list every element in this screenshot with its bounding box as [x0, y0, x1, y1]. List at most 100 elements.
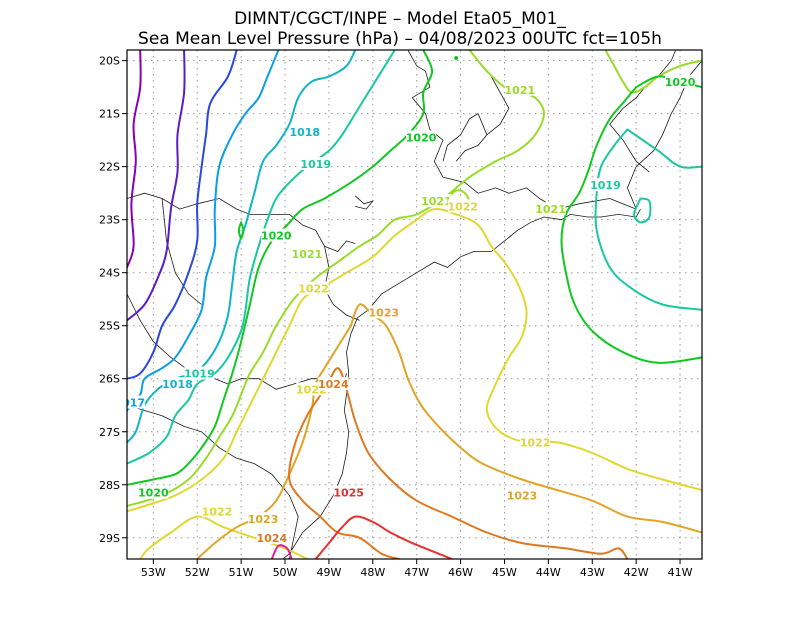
isobar-1021: [127, 50, 545, 507]
isobar-1017: [127, 50, 280, 412]
coastline-or-border: [161, 198, 202, 305]
lon-tick-label: 43W: [580, 566, 605, 579]
isobar-1019: [594, 128, 702, 311]
lon-tick-label: 53W: [141, 566, 166, 579]
longitude-axis: 53W 52W 51W 50W 49W 48W 47W 46W 45W 44W 43W 42W 41W: [141, 559, 693, 579]
lat-tick-label: 25S: [99, 320, 120, 333]
lon-tick-label: 45W: [492, 566, 517, 579]
isobar-label-bg: [291, 247, 322, 261]
lon-tick-label: 41W: [668, 566, 693, 579]
lat-tick-label: 20S: [99, 55, 120, 68]
isobar-label: 1024: [318, 378, 349, 391]
latitude-axis: 20S 21S 22S 23S 24S 25S 26S 27S 28S 29S: [99, 55, 127, 545]
isobar-1019: [626, 128, 702, 169]
isobar-label: 1021: [505, 84, 536, 97]
isobar-label: 1021: [421, 195, 452, 208]
coastline-or-border: [324, 240, 356, 252]
lon-tick-label: 51W: [229, 566, 254, 579]
lon-tick-label: 44W: [536, 566, 561, 579]
isobar-label-bg: [590, 178, 621, 192]
isobar-1020: [560, 86, 702, 364]
isobar-label-bg: [184, 366, 215, 380]
isobar-1022: [415, 207, 702, 492]
isobar-label: 1019: [590, 179, 621, 192]
coastline-or-border: [609, 108, 650, 173]
lat-tick-label: 27S: [99, 426, 120, 439]
coastline-or-border: [442, 113, 488, 162]
isobar-label: 1023: [368, 306, 399, 319]
isobar-label-bg: [289, 125, 320, 139]
isobar-1019: [127, 50, 396, 465]
isobar-label-bg: [298, 281, 329, 295]
lat-tick-label: 29S: [99, 532, 120, 545]
lon-tick-label: 42W: [624, 566, 649, 579]
isobar-label-bg: [447, 199, 478, 213]
isobar-1025: [314, 515, 453, 559]
isobar-label: 1022: [202, 505, 233, 518]
lon-tick-label: 52W: [185, 566, 210, 579]
isobar-1023: [349, 303, 702, 534]
isobar-label: 1023: [248, 513, 279, 526]
coastline-or-border: [282, 317, 358, 559]
lon-tick-label: 48W: [360, 566, 385, 579]
isobar-label-bg: [162, 377, 193, 391]
lat-tick-label: 23S: [99, 214, 120, 227]
isobar-label: 1021: [292, 248, 323, 261]
isobar-label: 1024: [257, 532, 288, 545]
isobar-label: 017: [122, 397, 145, 410]
isobar-1020: [237, 221, 245, 240]
isobar-label-bg: [127, 395, 146, 409]
isobar-1019: [633, 197, 652, 224]
map-marker: [454, 55, 459, 60]
isobar-1021: [604, 50, 702, 94]
isobar-label-bg: [665, 74, 696, 88]
isobar-1026: [270, 544, 293, 559]
coastline-or-border: [486, 76, 510, 136]
isobar-label: 1021: [535, 203, 566, 216]
isobar-label-bg: [248, 512, 279, 526]
isobar-label: 1018: [162, 378, 193, 391]
isobar-label: 1022: [298, 283, 329, 296]
lat-tick-label: 28S: [99, 479, 120, 492]
isobar-1015: [127, 50, 186, 322]
isobar-label-bg: [368, 305, 399, 319]
title-line-2: Sea Mean Level Pressure (hPa) – 04/08/20…: [138, 29, 662, 49]
isobar-label: 1023: [507, 489, 538, 502]
isobar-label-bg: [421, 194, 452, 208]
isobar-1016: [127, 50, 238, 380]
lon-tick-label: 49W: [316, 566, 341, 579]
lat-tick-label: 24S: [99, 267, 120, 280]
isobar-1014: [127, 50, 142, 269]
lat-tick-label: 26S: [99, 373, 120, 386]
lon-tick-label: 47W: [404, 566, 429, 579]
isobar-label-bg: [507, 488, 538, 502]
isobar-label: 1022: [520, 436, 551, 449]
lat-tick-label: 22S: [99, 161, 120, 174]
isobar-1022: [139, 515, 308, 559]
isobar-label-bg: [406, 130, 437, 144]
title-line-1: DIMNT/CGCT/INPE – Model Eta05_M01_: [234, 9, 566, 29]
isobar-label-bg: [333, 485, 364, 499]
isobar-label: 1022: [447, 200, 478, 213]
isobar-label-bg: [504, 82, 535, 96]
isobar-1022: [127, 218, 418, 513]
isobar-label: 1020: [261, 230, 292, 243]
lon-tick-label: 50W: [273, 566, 298, 579]
isobar-1023: [196, 324, 352, 559]
isobar-label: 1018: [289, 126, 320, 139]
isobar-label: 1020: [406, 131, 437, 144]
isobar-label-bg: [256, 530, 287, 544]
isobar-label-bg: [261, 228, 292, 242]
lat-tick-label: 21S: [99, 108, 120, 121]
isobar-label: 1025: [333, 487, 364, 500]
map-frame: [126, 49, 703, 560]
isobar-label: 1020: [665, 76, 696, 89]
isobar-label-bg: [300, 156, 331, 170]
isobar-label-bg: [138, 485, 169, 499]
isobar-label-bg: [520, 435, 551, 449]
map-markers: [454, 55, 459, 60]
isobar-label-bg: [201, 504, 232, 518]
lon-tick-label: 46W: [448, 566, 473, 579]
